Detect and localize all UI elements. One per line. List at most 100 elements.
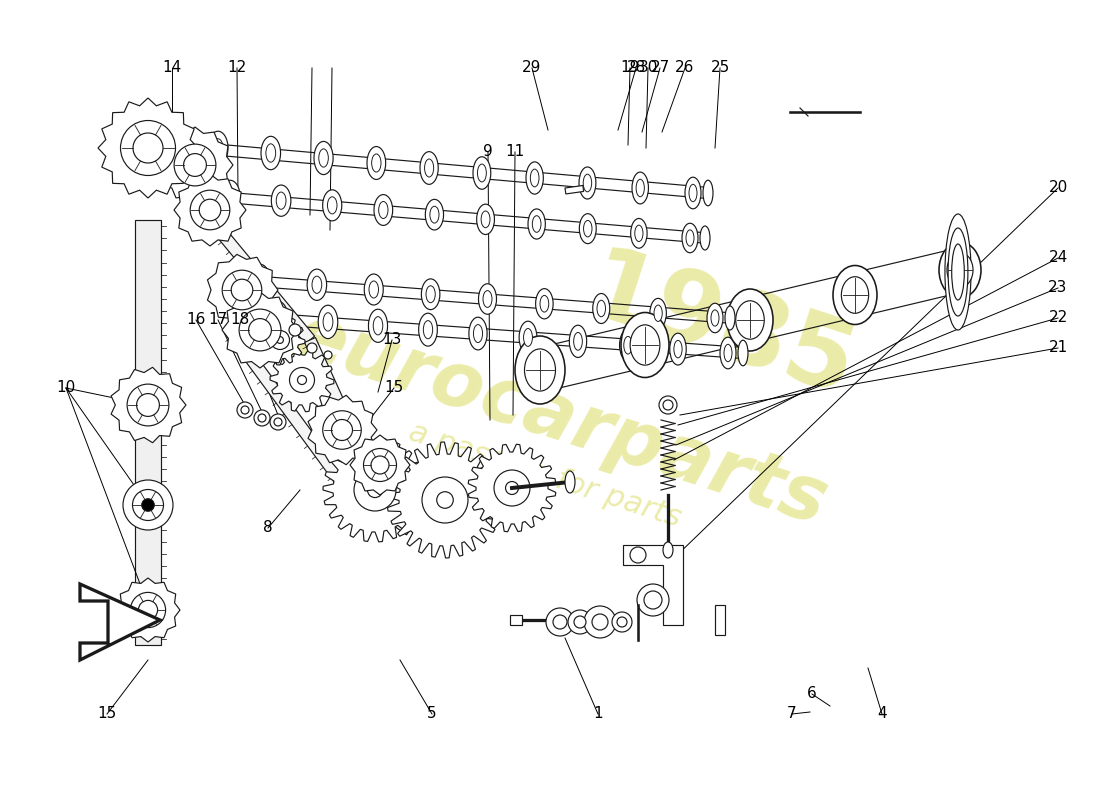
Ellipse shape	[368, 309, 387, 342]
Ellipse shape	[540, 295, 549, 312]
Ellipse shape	[597, 300, 605, 317]
Circle shape	[437, 492, 453, 508]
Polygon shape	[186, 191, 315, 344]
Circle shape	[367, 482, 383, 498]
Ellipse shape	[674, 340, 682, 358]
Text: 5: 5	[427, 706, 437, 722]
Text: 13: 13	[383, 333, 402, 347]
Ellipse shape	[583, 174, 592, 192]
Polygon shape	[350, 435, 410, 495]
Ellipse shape	[530, 169, 539, 187]
Ellipse shape	[261, 136, 280, 170]
Ellipse shape	[654, 305, 662, 322]
Ellipse shape	[689, 184, 697, 202]
Ellipse shape	[727, 289, 773, 351]
Ellipse shape	[420, 152, 438, 184]
Polygon shape	[469, 444, 556, 532]
Circle shape	[236, 402, 253, 418]
Text: 22: 22	[1048, 310, 1068, 326]
Text: 23: 23	[1048, 281, 1068, 295]
Ellipse shape	[720, 338, 736, 369]
Circle shape	[174, 144, 216, 186]
Circle shape	[131, 592, 166, 627]
Ellipse shape	[476, 204, 494, 234]
Ellipse shape	[312, 276, 321, 294]
Ellipse shape	[378, 202, 388, 218]
Ellipse shape	[636, 179, 645, 197]
Ellipse shape	[939, 242, 981, 298]
Circle shape	[133, 133, 163, 163]
Text: 19: 19	[620, 61, 640, 75]
Text: 10: 10	[56, 381, 76, 395]
Circle shape	[121, 121, 176, 175]
Ellipse shape	[524, 329, 532, 346]
Circle shape	[546, 608, 574, 636]
Ellipse shape	[372, 154, 381, 172]
Polygon shape	[226, 326, 344, 483]
Ellipse shape	[426, 286, 436, 302]
Text: 7: 7	[788, 706, 796, 722]
Ellipse shape	[584, 221, 592, 237]
Ellipse shape	[707, 303, 723, 333]
Text: 25: 25	[711, 61, 729, 75]
Ellipse shape	[948, 228, 968, 316]
Ellipse shape	[204, 181, 217, 211]
Text: 8: 8	[263, 521, 273, 535]
Circle shape	[584, 606, 616, 638]
Ellipse shape	[711, 310, 719, 326]
Text: 14: 14	[163, 61, 182, 75]
Text: 17: 17	[208, 313, 228, 327]
Ellipse shape	[250, 264, 270, 296]
Ellipse shape	[703, 180, 713, 206]
Ellipse shape	[528, 209, 546, 239]
Circle shape	[289, 367, 315, 393]
Circle shape	[142, 498, 154, 511]
Text: 15: 15	[384, 381, 404, 395]
Ellipse shape	[724, 344, 732, 362]
Ellipse shape	[579, 167, 596, 199]
Ellipse shape	[473, 325, 483, 342]
Polygon shape	[111, 367, 186, 442]
Ellipse shape	[565, 471, 575, 493]
Polygon shape	[157, 127, 233, 203]
Ellipse shape	[619, 330, 637, 362]
Circle shape	[270, 414, 286, 430]
Ellipse shape	[483, 290, 492, 307]
Circle shape	[307, 343, 317, 353]
Text: 20: 20	[1048, 181, 1068, 195]
Circle shape	[184, 154, 207, 176]
Polygon shape	[337, 475, 414, 535]
Circle shape	[354, 469, 396, 511]
Text: 6: 6	[807, 686, 817, 702]
Ellipse shape	[725, 306, 735, 330]
Text: 29: 29	[522, 61, 541, 75]
Circle shape	[630, 547, 646, 563]
Text: eurocarparts: eurocarparts	[284, 299, 836, 541]
Text: a passion for parts: a passion for parts	[405, 418, 685, 533]
Polygon shape	[270, 348, 334, 412]
Text: 12: 12	[228, 61, 246, 75]
Polygon shape	[387, 442, 503, 558]
Text: 21: 21	[1048, 341, 1068, 355]
Circle shape	[324, 351, 332, 359]
Ellipse shape	[424, 321, 432, 338]
Ellipse shape	[473, 157, 491, 190]
Circle shape	[222, 270, 262, 310]
Ellipse shape	[650, 298, 667, 328]
Circle shape	[289, 324, 301, 336]
Ellipse shape	[314, 142, 333, 174]
Ellipse shape	[635, 225, 643, 242]
Ellipse shape	[268, 301, 288, 334]
Circle shape	[271, 330, 289, 350]
Ellipse shape	[272, 185, 290, 216]
Circle shape	[231, 279, 253, 301]
Circle shape	[617, 617, 627, 627]
Polygon shape	[80, 584, 160, 660]
Circle shape	[199, 199, 221, 221]
Ellipse shape	[593, 294, 609, 323]
Ellipse shape	[373, 317, 383, 335]
Ellipse shape	[374, 194, 393, 226]
Ellipse shape	[430, 206, 439, 223]
Ellipse shape	[574, 333, 582, 350]
Ellipse shape	[519, 321, 537, 354]
